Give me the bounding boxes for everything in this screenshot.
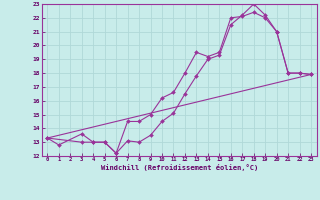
X-axis label: Windchill (Refroidissement éolien,°C): Windchill (Refroidissement éolien,°C): [100, 164, 258, 171]
